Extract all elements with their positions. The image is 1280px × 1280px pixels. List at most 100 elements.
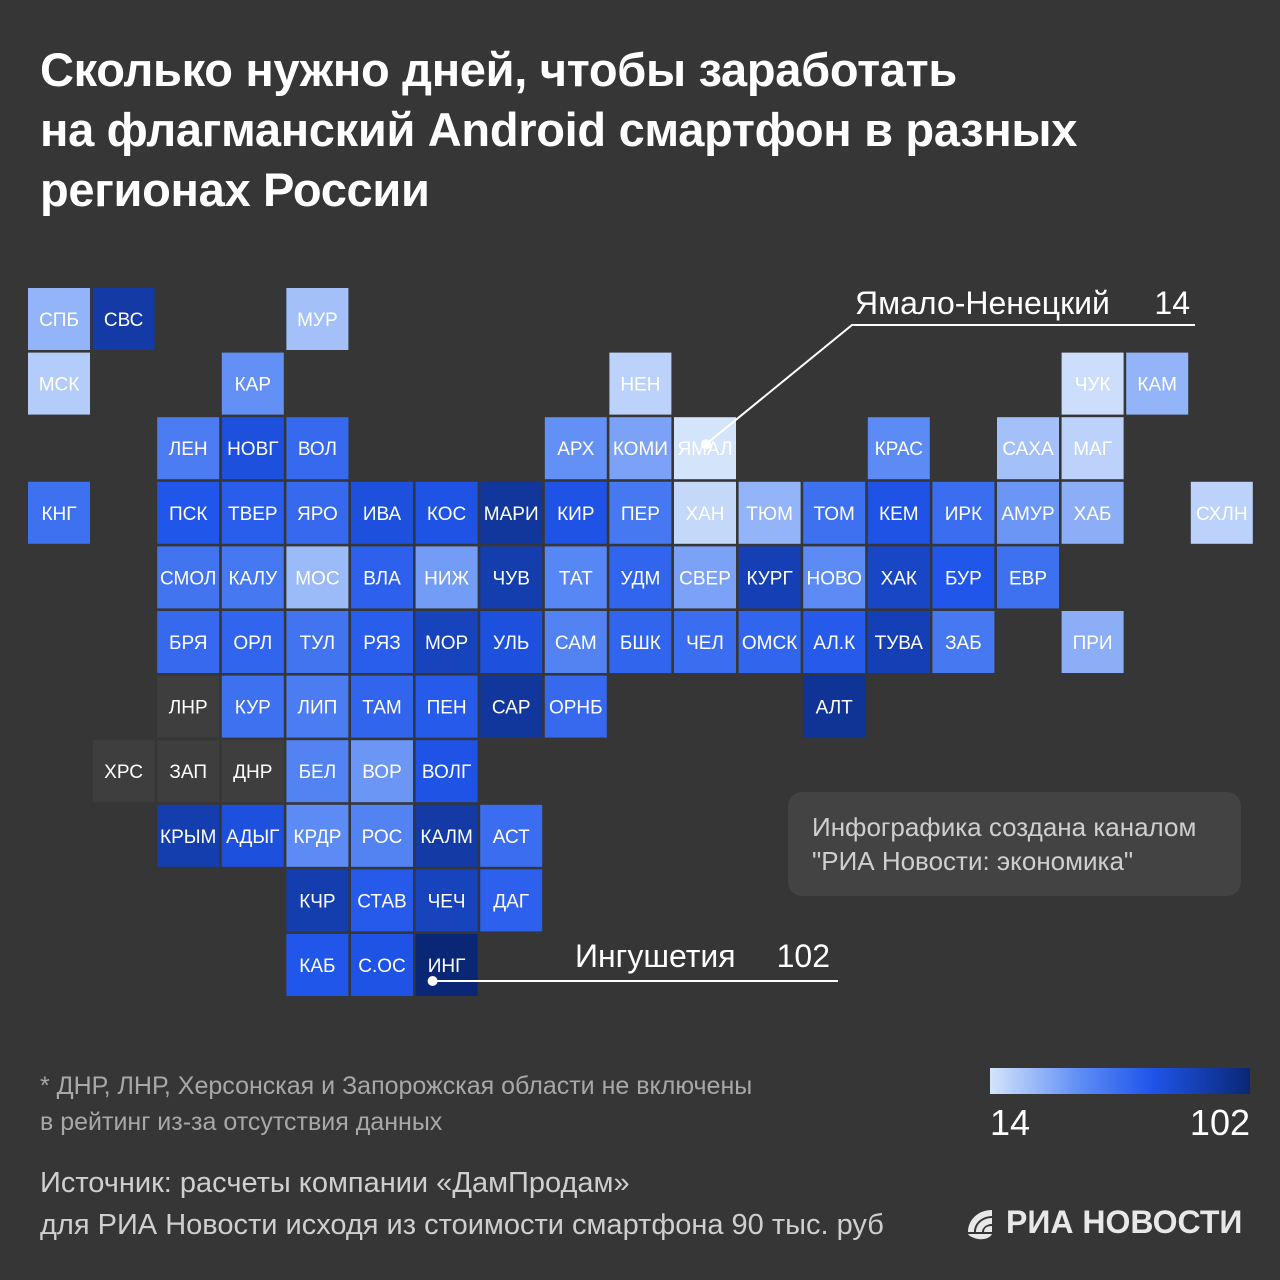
region-tile-fill	[157, 675, 220, 738]
region-tile-fill	[480, 481, 543, 544]
region-tile-fill	[738, 611, 801, 673]
region-tile-irk: ИРК	[932, 481, 995, 544]
region-tile-kalm: КАЛМ	[415, 804, 478, 867]
region-tile-bshk: БШК	[609, 611, 672, 673]
region-tile-fill	[932, 481, 995, 544]
region-tile-fill	[1061, 611, 1124, 673]
callout-marker-ingushetia	[427, 976, 438, 986]
region-tile-label: МАГ	[1073, 439, 1112, 460]
region-tile-sar: САР	[480, 675, 543, 738]
region-tile-label: ОРНБ	[549, 698, 603, 719]
region-tile-chech: ЧЕЧ	[415, 869, 478, 932]
region-tile-label: СВС	[104, 310, 143, 331]
region-tile-hrs: ХРС	[92, 740, 155, 803]
region-tile-mag: МАГ	[1061, 417, 1124, 480]
region-tile-label: МОР	[425, 633, 468, 654]
region-tile-han: ХАН	[674, 481, 736, 544]
region-tile-label: КЧР	[299, 891, 335, 912]
region-tile-fill	[415, 740, 478, 803]
region-tile-yaro: ЯРО	[286, 481, 349, 544]
region-tile-label: БЕЛ	[299, 762, 337, 783]
region-tile-label: ХАБ	[1074, 504, 1112, 525]
region-tile-chuk: ЧУК	[1061, 352, 1124, 415]
region-tile-lnr: ЛНР	[157, 675, 220, 738]
region-tile-label: ЕВР	[1009, 568, 1047, 589]
region-tile-fill	[1061, 481, 1124, 544]
region-tile-kng: КНГ	[28, 481, 90, 544]
region-tile-fill	[480, 675, 543, 738]
region-tile-label: ПРИ	[1073, 633, 1113, 654]
region-tile-label: ХРС	[104, 762, 143, 783]
ria-logo: РИА НОВОСТИ	[962, 1200, 1252, 1244]
region-tile-label: БУР	[945, 568, 982, 589]
region-tile-fill	[867, 546, 930, 609]
ria-logo-icon	[968, 1210, 992, 1240]
region-tile-label: ИВА	[363, 504, 402, 525]
source-line-2: для РИА Новости исходя из стоимости смар…	[40, 1209, 884, 1241]
region-tile-label: СТАВ	[357, 891, 406, 912]
region-tile-kras: КРАС	[867, 417, 930, 480]
color-legend: 14 102	[990, 1068, 1250, 1143]
region-tile-label: КУРГ	[746, 568, 792, 589]
region-tile-alk: АЛ.К	[803, 611, 866, 673]
legend-min-label: 14	[990, 1102, 1031, 1143]
region-tile-label: АРХ	[557, 439, 594, 460]
region-tile-bel: БЕЛ	[286, 740, 349, 803]
region-tile-fill	[674, 481, 736, 544]
region-tile-label: НОВГ	[227, 439, 278, 460]
region-tile-label: БШК	[620, 633, 661, 654]
region-tile-fill	[286, 288, 349, 350]
region-tile-arh: АРХ	[544, 417, 607, 480]
region-tile-tul: ТУЛ	[286, 611, 349, 673]
region-tile-bur: БУР	[932, 546, 995, 609]
region-tile-label: ПЕР	[621, 504, 660, 525]
region-tile-label: ТУЛ	[300, 633, 336, 654]
region-tile-fill	[415, 869, 478, 932]
region-tile-label: ДНР	[233, 762, 272, 783]
region-tile-evr: ЕВР	[997, 546, 1059, 609]
region-tile-fill	[609, 611, 672, 673]
region-tile-label: НОВО	[807, 568, 862, 589]
region-tile-sam: САМ	[544, 611, 607, 673]
region-tile-fill	[351, 481, 413, 544]
region-tile-label: КАЛМ	[420, 827, 472, 848]
region-tile-label: РОС	[362, 827, 403, 848]
region-tile-fill	[803, 546, 866, 609]
region-tile-fill	[351, 740, 413, 803]
region-tile-nizh: НИЖ	[415, 546, 478, 609]
region-tile-fill	[415, 481, 478, 544]
region-tile-ing: ИНГ	[415, 934, 478, 996]
legend-gradient-bar	[990, 1068, 1250, 1094]
region-tile-label: ТВЕР	[228, 504, 278, 525]
region-tile-vol: ВОЛ	[286, 417, 349, 480]
region-tile-label: ОРЛ	[233, 633, 272, 654]
source-note: Источник: расчеты компании «ДамПродам» д…	[40, 1162, 960, 1246]
region-tile-fill	[544, 481, 607, 544]
region-tile-fill	[351, 934, 413, 996]
region-tile-label: КАЛУ	[228, 568, 278, 589]
region-tile-label: ПЕН	[427, 698, 467, 719]
region-tile-label: МОС	[295, 568, 339, 589]
region-tile-fill	[221, 740, 284, 803]
callout-label-yamal: Ямало-Ненецкий	[855, 285, 1110, 321]
region-tile-label: СМОЛ	[160, 568, 216, 589]
region-tile-fill	[480, 804, 543, 867]
region-tile-stav: СТАВ	[351, 869, 413, 932]
region-tile-fill	[803, 481, 866, 544]
region-tile-amur: АМУР	[997, 481, 1059, 544]
region-tile-label: КРАС	[875, 439, 923, 460]
region-tile-label: УДМ	[620, 568, 660, 589]
region-tile-fill	[674, 546, 736, 609]
region-tile-label: ДАГ	[493, 891, 529, 912]
region-tile-label: С.ОС	[358, 956, 406, 977]
region-tile-spb: СПБ	[28, 288, 90, 350]
region-tile-fill	[1126, 352, 1189, 415]
region-tile-label: КОС	[427, 504, 466, 525]
region-tile-fill	[286, 804, 349, 867]
region-tile-kab: КАБ	[286, 934, 349, 996]
region-tile-sver: СВЕР	[674, 546, 736, 609]
region-tile-lip: ЛИП	[286, 675, 349, 738]
region-tile-krym: КРЫМ	[157, 804, 220, 867]
region-tile-label: ЛИП	[298, 698, 338, 719]
region-tile-label: КНГ	[41, 504, 76, 525]
